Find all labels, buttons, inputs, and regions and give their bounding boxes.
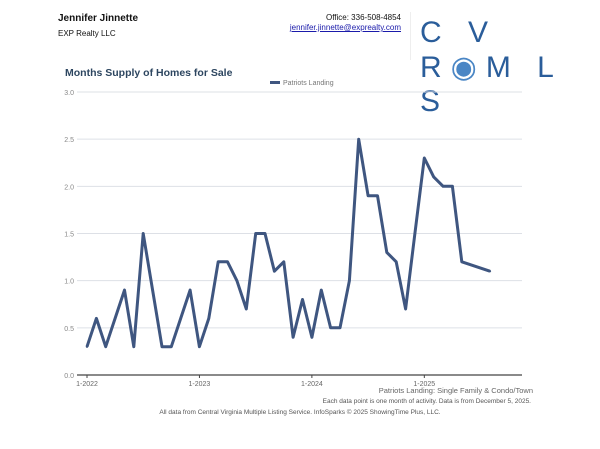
data-point-2022-04 — [113, 317, 117, 320]
x-tick-label: 1-2024 — [301, 381, 323, 388]
series-line-patriots-landing — [85, 137, 491, 349]
x-tick-label: 1-2023 — [189, 381, 211, 388]
footnote-activity: Each data point is one month of activity… — [323, 398, 532, 405]
data-point-2023-05 — [235, 279, 239, 282]
x-tick-label: 1-2025 — [413, 381, 435, 388]
footnote-source: All data from Central Virginia Multiple … — [159, 408, 440, 416]
data-point-2025-02 — [432, 175, 435, 179]
data-point-2022-09 — [160, 345, 164, 348]
data-point-2025-08 — [488, 270, 492, 273]
data-point-2023-08 — [263, 232, 267, 235]
y-tick-label: 2.5 — [64, 137, 74, 144]
data-point-2024-02 — [320, 288, 323, 292]
y-tick-label: 0.0 — [64, 373, 74, 380]
data-point-2023-10 — [282, 260, 285, 263]
data-point-2022-06 — [132, 345, 136, 348]
data-point-2024-01 — [310, 336, 314, 339]
data-point-2023-06 — [245, 307, 248, 311]
data-point-2023-07 — [254, 232, 257, 235]
chart-title: Months Supply of Homes for Sale — [65, 67, 233, 79]
agent-company: EXP Realty LLC — [58, 29, 116, 38]
data-point-2025-01 — [423, 156, 426, 160]
footnote-series: Patriots Landing: Single Family & Condo/… — [379, 386, 533, 395]
legend-label: Patriots Landing — [283, 80, 334, 87]
data-point-2022-08 — [151, 288, 154, 292]
data-point-2024-07 — [366, 194, 370, 197]
email-link[interactable]: jennifer.jinnette@exprealty.com — [289, 23, 401, 32]
y-tick-label: 3.0 — [64, 90, 74, 97]
data-point-2024-08 — [376, 194, 379, 197]
x-tick-label: 1-2022 — [76, 381, 98, 388]
data-point-2022-07 — [142, 232, 145, 235]
data-point-2025-03 — [441, 185, 445, 188]
data-point-2022-01 — [85, 345, 89, 348]
legend: Patriots Landing — [270, 80, 334, 87]
y-tick-label: 1.0 — [64, 279, 74, 286]
data-point-2023-12 — [301, 298, 304, 301]
data-point-2022-12 — [188, 288, 192, 292]
header-divider — [410, 12, 411, 60]
data-point-2025-05 — [460, 260, 463, 263]
data-point-2022-05 — [123, 288, 126, 292]
data-point-2024-10 — [395, 260, 398, 263]
data-point-2023-04 — [226, 260, 229, 263]
data-point-2022-03 — [104, 345, 107, 348]
data-point-2024-11 — [404, 307, 407, 311]
data-point-2024-04 — [338, 326, 342, 330]
data-point-2023-01 — [198, 345, 201, 348]
office-phone: Office: 336-508-4854 — [325, 13, 401, 22]
data-point-2025-04 — [451, 185, 454, 188]
data-point-2024-05 — [348, 279, 351, 282]
y-tick-label: 2.0 — [64, 184, 74, 191]
agent-name: Jennifer Jinnette — [58, 13, 139, 24]
data-point-2023-11 — [291, 336, 295, 339]
data-point-2024-12 — [413, 232, 417, 235]
data-point-2023-09 — [273, 270, 276, 273]
data-point-2022-02 — [95, 317, 98, 320]
cvrmls-logo: C V R◉M L S — [420, 16, 562, 118]
data-point-2024-03 — [329, 326, 332, 330]
data-point-2024-09 — [385, 251, 389, 254]
y-tick-label: 1.5 — [64, 232, 74, 239]
data-point-2022-10 — [170, 345, 173, 348]
y-tick-label: 0.5 — [64, 326, 74, 333]
data-point-2024-06 — [357, 137, 360, 141]
data-point-2022-11 — [179, 317, 182, 320]
data-point-2023-02 — [207, 317, 211, 320]
legend-swatch — [270, 81, 280, 84]
data-point-2023-03 — [216, 260, 220, 263]
